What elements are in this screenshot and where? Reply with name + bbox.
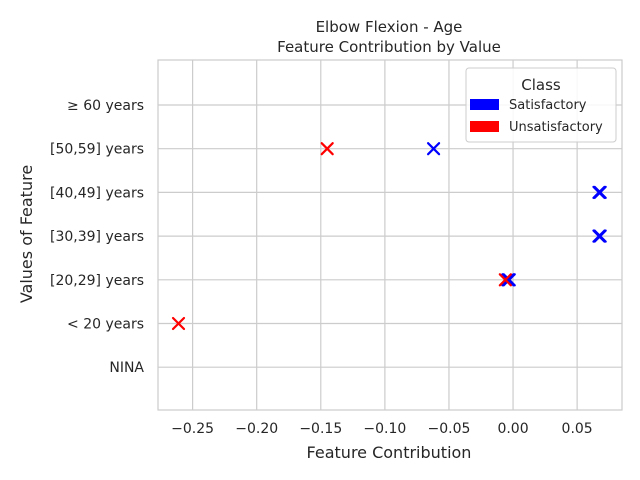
data-point [498, 273, 512, 287]
y-tick-label: [50,59] years [50, 142, 144, 158]
legend-title: Class [521, 76, 561, 94]
chart-subtitle: Feature Contribution by Value [277, 38, 501, 56]
x-tick-label: −0.15 [299, 421, 342, 437]
plot-area [157, 59, 623, 411]
data-point [593, 185, 607, 199]
data-point [320, 142, 334, 156]
x-tick-label: −0.10 [363, 421, 406, 437]
legend-box [465, 67, 617, 143]
y-tick-label: NINA [109, 360, 144, 376]
y-tick-label: ≥ 60 years [67, 98, 144, 114]
legend-label-satisfactory: Satisfactory [509, 98, 587, 113]
x-axis-title: Feature Contribution [307, 443, 472, 462]
data-point [593, 229, 607, 243]
x-tick-label: 0.05 [562, 421, 593, 437]
x-tick-label: 0.00 [497, 421, 528, 437]
y-tick-label: < 20 years [67, 317, 144, 333]
tick-labels: −0.25 −0.20 −0.15 −0.10 −0.05 0.00 0.05 NINA < 2… [50, 98, 593, 437]
legend: Class Satisfactory Unsatisfactory [465, 67, 617, 143]
x-tick-label: −0.25 [171, 421, 214, 437]
legend-swatch-unsatisfactory [470, 121, 499, 132]
data-point [171, 316, 186, 331]
data-point [501, 273, 515, 287]
y-tick-label: [30,39] years [50, 229, 144, 245]
y-axis-title: Values of Feature [17, 165, 36, 303]
chart-title: Elbow Flexion - Age [316, 18, 463, 36]
data-points [171, 142, 607, 331]
data-point [426, 142, 441, 156]
y-tick-label: [20,29] years [50, 273, 144, 289]
x-tick-label: −0.20 [235, 421, 278, 437]
x-tick-label: −0.05 [428, 421, 471, 437]
y-tick-label: [40,49] years [50, 185, 144, 201]
legend-label-unsatisfactory: Unsatisfactory [509, 120, 603, 135]
legend-swatch-satisfactory [470, 99, 499, 110]
